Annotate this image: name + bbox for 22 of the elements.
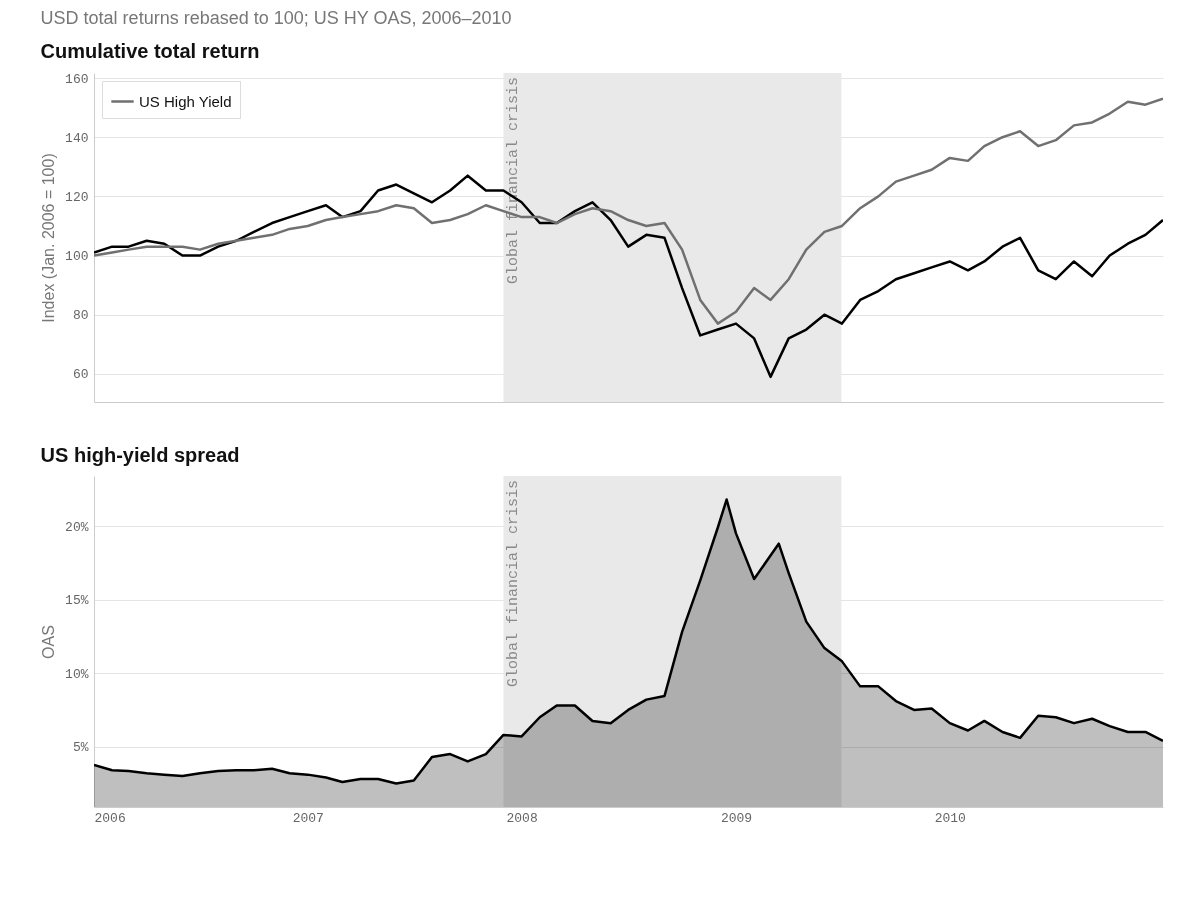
y-tick-label: 160 <box>65 71 89 87</box>
y-axis-title: Index (Jan. 2006 = 100) <box>40 153 58 323</box>
x-tick-label: 2007 <box>292 810 324 826</box>
chart-title: Cumulative total return <box>40 40 260 63</box>
y-tick-label: 15% <box>65 593 89 609</box>
y-tick-label: 80 <box>72 308 89 324</box>
y-tick-label: 5% <box>72 740 89 756</box>
x-tick-label: 2009 <box>720 810 753 826</box>
legend-label: US High Yield <box>139 92 232 110</box>
y-tick-label: 100 <box>65 249 89 265</box>
y-tick-label: 10% <box>65 666 89 682</box>
y-axis-title: OAS <box>40 625 58 659</box>
x-tick-label: 2010 <box>934 810 966 826</box>
y-tick-label: 60 <box>72 367 89 383</box>
y-tick-label: 20% <box>65 519 89 535</box>
y-tick-label: 140 <box>65 130 89 146</box>
band-label: Global financial crisis <box>505 480 523 688</box>
y-tick-label: 120 <box>65 189 89 205</box>
chart-title: US high-yield spread <box>40 444 240 466</box>
x-tick-label: 2008 <box>506 810 538 826</box>
x-tick-label: 2006 <box>94 810 126 826</box>
chart-subtitle: USD total returns rebased to 100; US HY OAS, 2006–2010 <box>40 8 512 29</box>
